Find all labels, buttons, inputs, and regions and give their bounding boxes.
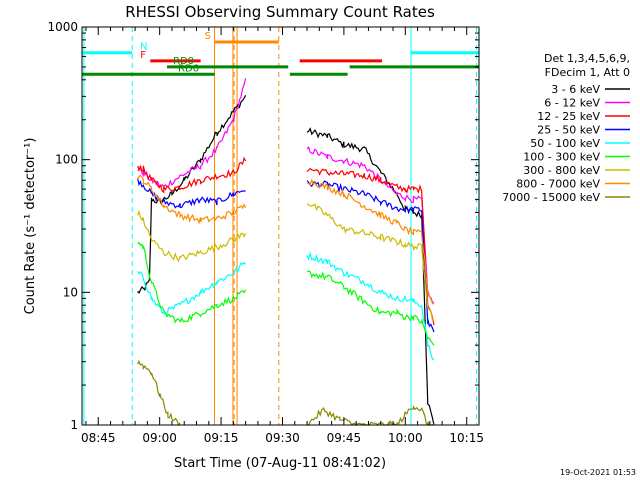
legend-label-3-6-kev: 3 - 6 keV [551,83,600,96]
series-3-6-kev [137,95,435,426]
legend-header-1: Det 1,3,4,5,6,9, [544,52,630,65]
legend-label-6-12-kev: 6 - 12 keV [544,97,600,110]
legend-label-7000-15000-kev: 7000 - 15000 keV [502,191,600,204]
plot-lines [83,27,478,425]
x-tick-label: 09:45 [327,431,362,445]
legend-label-50-100-kev: 50 - 100 keV [530,137,600,150]
y-tick-label: 100 [55,153,78,167]
y-tick-label: 1000 [47,20,78,34]
x-tick-label: 08:45 [81,431,116,445]
series-100-300-kev [137,241,435,346]
bar-label-rd0: RD0 [173,56,194,67]
bar-label-rd6: RD6 [178,63,199,74]
bar-label-f: F [140,50,146,61]
plot-frame [81,26,480,426]
series-800-7000-kev [137,174,435,305]
legend-label-100-300-kev: 100 - 300 keV [523,151,600,164]
legend-label-300-800-kev: 300 - 800 keV [523,164,600,177]
chart-title: RHESSI Observing Summary Count Rates [125,3,435,21]
x-tick-label: 10:15 [449,431,484,445]
series-6-12-kev [137,78,435,304]
bar-label-s: S [205,31,211,42]
series-300-800-kev [137,203,435,322]
bar-label-n: N [140,42,147,53]
series-50-100-kev [137,251,435,361]
legend-label-800-7000-kev: 800 - 7000 keV [516,178,600,191]
series-7000-15000-kev [137,359,435,427]
timestamp: 19-Oct-2021 01:53 [560,468,636,477]
x-tick-label: 09:15 [204,431,239,445]
x-tick-label: 09:30 [265,431,300,445]
axes: 08:45 09:00 09:15 09:30 09:45 10:00 10:15 1 10 10… [47,20,484,445]
x-tick-label: 10:00 [388,431,423,445]
legend-label-12-25-kev: 12 - 25 keV [537,110,600,123]
legend-header-2: FDecim 1, Att 0 [545,66,630,79]
y-tick-label: 10 [63,285,78,299]
y-axis-label: Count Rate (s⁻¹ detector⁻¹) [23,138,38,315]
legend-label-25-50-kev: 25 - 50 keV [537,124,600,137]
x-axis-label: Start Time (07-Aug-11 08:41:02) [174,456,386,471]
legend: Det 1,3,4,5,6,9, FDecim 1, Att 0 3 - 6 k… [502,52,630,204]
series-group [137,78,435,427]
series-12-25-kev [137,156,435,326]
x-tick-label: 09:00 [142,431,177,445]
y-tick-label: 1 [70,418,78,432]
